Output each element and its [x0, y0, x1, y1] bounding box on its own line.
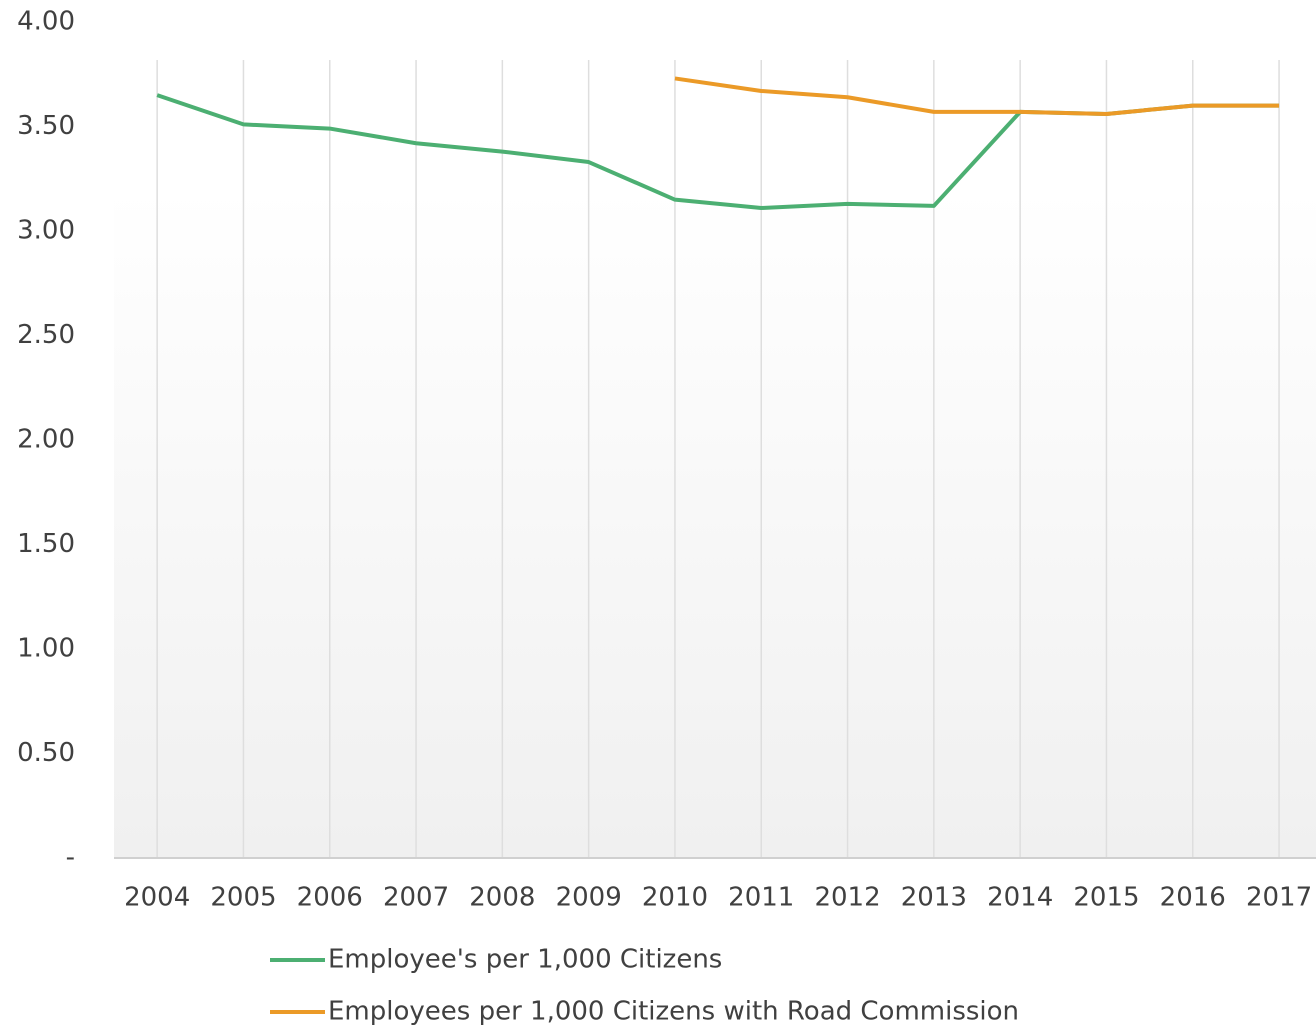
x-tick-label: 2005: [210, 883, 276, 913]
y-tick-label: 1.50: [17, 529, 75, 559]
x-tick-label: 2012: [814, 883, 880, 913]
plot-background: [114, 22, 1316, 858]
x-tick-label: 2009: [556, 883, 622, 913]
y-tick-label: 0.50: [17, 738, 75, 768]
y-tick-label: 1.00: [17, 634, 75, 664]
x-tick-label: 2011: [728, 883, 794, 913]
legend-label: Employees per 1,000 Citizens with Road C…: [328, 997, 1019, 1027]
x-tick-label: 2004: [124, 883, 190, 913]
y-tick-label: 2.00: [17, 425, 75, 455]
y-tick-label: 2.50: [17, 320, 75, 350]
x-tick-label: 2016: [1160, 883, 1226, 913]
x-tick-label: 2015: [1073, 883, 1139, 913]
y-tick-label: 3.50: [17, 111, 75, 141]
x-tick-label: 2010: [642, 883, 708, 913]
x-tick-label: 2017: [1246, 883, 1312, 913]
x-tick-label: 2008: [469, 883, 535, 913]
x-tick-label: 2007: [383, 883, 449, 913]
series-line: [674, 76, 1280, 116]
legend-label: Employee's per 1,000 Citizens: [328, 945, 722, 975]
x-tick-label: 2014: [987, 883, 1053, 913]
y-tick-label: 3.00: [17, 216, 75, 246]
x-tick-label: 2013: [901, 883, 967, 913]
x-tick-label: 2006: [297, 883, 363, 913]
y-tick-label: 4.00: [17, 7, 75, 37]
y-tick-label: -: [66, 843, 75, 873]
